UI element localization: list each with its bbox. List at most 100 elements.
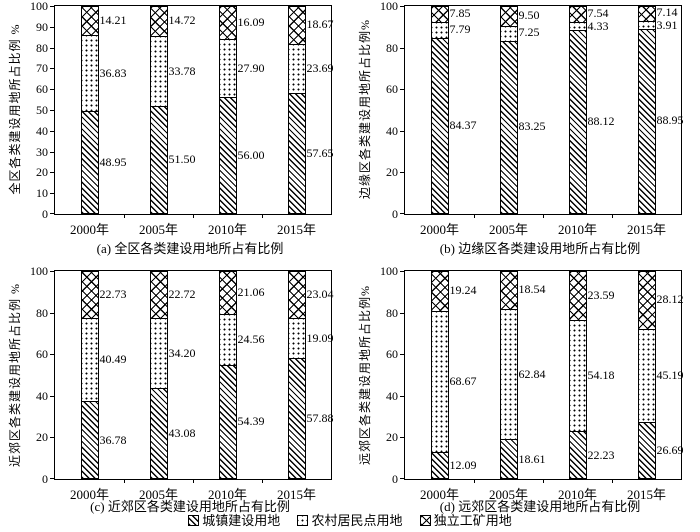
plot-area: 0 20 40 60 80 100 22.73 40.49 36.78 2000年 22.72 34.… (30, 264, 334, 502)
value-label: 23.04 (306, 286, 334, 301)
bar-segment-cross-hatch (570, 7, 586, 23)
bar-segment-diagonal-hatch (501, 439, 517, 478)
value-label: 43.08 (168, 426, 196, 441)
bar-segment-diagonal-hatch (432, 39, 448, 213)
y-tick-label: 70 (36, 61, 48, 76)
bar-segment-cross-hatch (570, 272, 586, 321)
value-label: 23.69 (306, 61, 334, 76)
y-tick-mark (50, 151, 54, 153)
segment-boundary (82, 317, 98, 319)
stacked-bar (150, 6, 168, 214)
value-label: 57.65 (306, 146, 334, 161)
stacked-bar (81, 271, 99, 479)
y-tick-mark (50, 6, 54, 7)
value-label: 3.91 (656, 18, 678, 33)
segment-boundary (432, 38, 448, 40)
segment-boundary (289, 318, 305, 320)
segment-boundary (82, 111, 98, 113)
bar-segment-cross-hatch (220, 7, 236, 41)
stacked-bar (638, 6, 656, 214)
y-tick-mark (50, 437, 54, 439)
bar-segment-diagonal-hatch (82, 402, 98, 478)
x-tick-mark (124, 479, 125, 483)
y-tick-label: 80 (36, 40, 48, 55)
stacked-bar (431, 271, 449, 479)
y-tick-label: 80 (386, 305, 398, 320)
bar-segment-diagonal-hatch (432, 453, 448, 478)
x-tick-label: 2015年 (276, 222, 316, 237)
value-label: 36.78 (99, 432, 127, 447)
segment-boundary (151, 105, 167, 107)
stacked-bar (81, 6, 99, 214)
y-tick-mark (400, 130, 404, 132)
x-tick-mark (262, 214, 263, 218)
segment-boundary (639, 28, 655, 30)
y-tick-mark (400, 478, 404, 479)
y-tick-mark (400, 395, 404, 397)
stacked-bar (569, 271, 587, 479)
bar-segment-diagonal-hatch (570, 31, 586, 213)
bar-segment-diagonal-hatch (639, 29, 655, 213)
segment-boundary (289, 357, 305, 359)
value-label: 24.56 (237, 332, 265, 347)
x-tick-label: 2000年 (419, 487, 459, 502)
legend: 城镇建设用地 农村居民点用地 独立工矿用地 (0, 510, 700, 529)
x-tick-label: 2010年 (207, 222, 247, 237)
chart-a-quanqu: 全区各类建设用地所占比例 % 0 10 20 30 40 50 60 70 80 90 100 14.… (0, 0, 350, 260)
value-label: 19.09 (306, 330, 334, 345)
x-tick-label: 2005年 (138, 487, 178, 502)
value-label: 7.79 (449, 22, 471, 37)
bar-segment-dots (220, 40, 236, 98)
x-tick-label: 2015年 (276, 487, 316, 502)
x-tick-label: 2005年 (488, 222, 528, 237)
y-tick-label: 100 (30, 264, 48, 278)
legend-item-rural: 农村居民点用地 (297, 510, 403, 529)
bar-segment-dots (289, 45, 305, 95)
y-tick-mark (400, 89, 404, 91)
value-label: 16.09 (237, 14, 265, 29)
y-tick-label: 60 (386, 82, 398, 97)
segment-boundary (432, 452, 448, 454)
x-tick-label: 2000年 (419, 222, 459, 237)
segment-boundary (151, 388, 167, 390)
stacked-bar (288, 6, 306, 214)
legend-item-urban: 城镇建设用地 (188, 510, 280, 529)
y-tick-mark (50, 395, 54, 397)
y-axis-title: 边缘区各类建设用地所占比例% (358, 19, 372, 199)
bar-segment-cross-hatch (289, 7, 305, 46)
value-label: 27.90 (237, 60, 265, 75)
bar-segment-dots (639, 329, 655, 424)
y-tick-label: 100 (30, 0, 48, 13)
bar-segment-dots (151, 318, 167, 390)
y-tick-label: 20 (36, 165, 48, 180)
bar-segment-dots (432, 23, 448, 40)
value-label: 62.84 (518, 366, 546, 381)
diagonal-hatch-swatch-icon (188, 515, 200, 526)
segment-boundary (639, 20, 655, 22)
value-label: 19.24 (449, 283, 477, 297)
bar-segment-cross-hatch (501, 272, 517, 311)
y-tick-label: 40 (36, 388, 48, 403)
value-label: 88.95 (656, 113, 684, 128)
y-tick-mark (400, 213, 404, 214)
stacked-bar (500, 6, 518, 214)
bar-segment-diagonal-hatch (289, 94, 305, 213)
dots-swatch-icon (297, 515, 309, 526)
value-label: 51.50 (168, 152, 196, 167)
x-tick-mark (543, 479, 544, 483)
legend-label: 城镇建设用地 (202, 513, 281, 528)
bar-segment-diagonal-hatch (639, 423, 655, 478)
bar-segment-dots (220, 315, 236, 366)
stacked-bar (150, 271, 168, 479)
x-tick-label: 2000年 (69, 222, 109, 237)
x-tick-mark (124, 214, 125, 218)
segment-boundary (501, 40, 517, 42)
value-label: 7.85 (449, 6, 471, 21)
segment-boundary (289, 93, 305, 95)
value-label: 40.49 (99, 352, 127, 367)
y-tick-mark (50, 47, 54, 49)
y-tick-label: 100 (380, 0, 398, 13)
y-tick-mark (400, 47, 404, 49)
value-label: 54.39 (237, 414, 265, 429)
bar-segment-dots (289, 319, 305, 359)
